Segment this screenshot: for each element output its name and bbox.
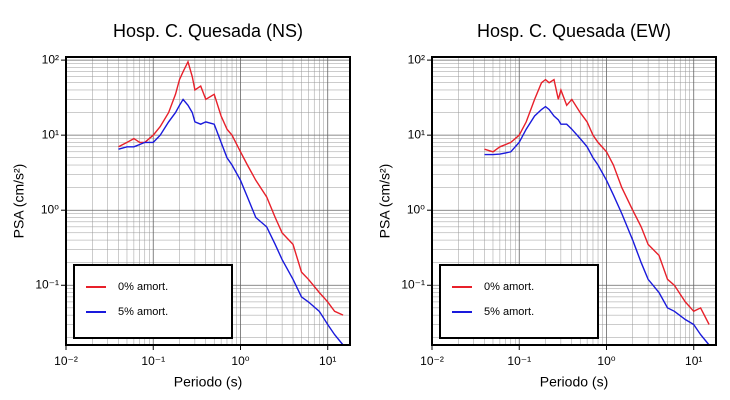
x-tick-label: 10⁻²: [54, 354, 78, 368]
x-tick-label: 10⁻¹: [141, 354, 165, 368]
series-line: [118, 98, 344, 346]
legend-box: [73, 264, 233, 339]
x-tick-label: 10⁻¹: [507, 354, 531, 368]
x-axis-label: Periodo (s): [174, 374, 242, 390]
legend-label: 0% amort.: [484, 281, 534, 293]
series-line: [118, 59, 344, 316]
series-line: [484, 78, 710, 325]
x-tick-label: 10⁰: [231, 354, 249, 368]
x-tick-label: 10¹: [319, 354, 336, 368]
y-axis-label: PSA (cm/s²): [377, 164, 393, 239]
x-axis-label: Periodo (s): [540, 374, 608, 390]
y-tick-label: 10⁰: [407, 202, 425, 216]
y-tick-label: 10⁰: [41, 202, 59, 216]
legend-label: 5% amort.: [484, 306, 534, 318]
legend-box: [439, 264, 599, 339]
y-tick-label: 10⁻¹: [401, 277, 425, 291]
panel: 10⁻² 10⁻¹ 10⁰ 10¹ 10⁻¹ 10⁰ 10¹ 10² 0% amort. 5% a…: [11, 21, 351, 390]
x-tick-label: 10⁻²: [420, 354, 444, 368]
chart-title: Hosp. C. Quesada (EW): [477, 21, 671, 41]
x-tick-label: 10¹: [685, 354, 702, 368]
y-tick-label: 10²: [408, 52, 425, 66]
y-tick-label: 10¹: [408, 127, 425, 141]
plot-frame: [431, 56, 717, 346]
legend-label: 5% amort.: [118, 306, 168, 318]
y-axis-label: PSA (cm/s²): [11, 164, 27, 239]
x-tick-label: 10⁰: [597, 354, 615, 368]
panel: 10⁻² 10⁻¹ 10⁰ 10¹ 10⁻¹ 10⁰ 10¹ 10² 0% amort. 5% a…: [377, 21, 717, 390]
y-tick-label: 10²: [42, 52, 59, 66]
y-tick-label: 10⁻¹: [35, 277, 59, 291]
chart-title: Hosp. C. Quesada (NS): [113, 21, 303, 41]
y-tick-label: 10¹: [42, 127, 59, 141]
series-line: [484, 105, 710, 346]
legend-label: 0% amort.: [118, 281, 168, 293]
plot-frame: [65, 56, 351, 346]
